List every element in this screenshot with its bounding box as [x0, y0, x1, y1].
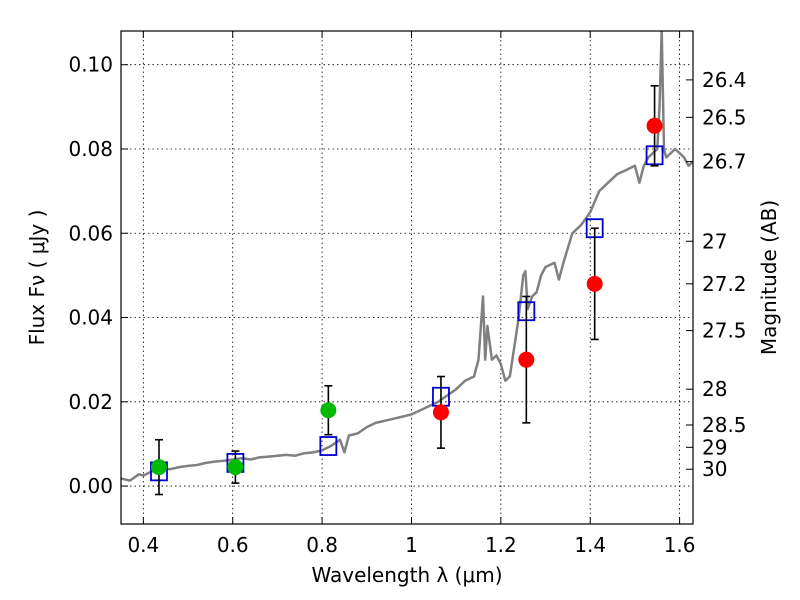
right-tick-label: 26.4 — [702, 68, 747, 92]
x-tick-label: 0.6 — [217, 533, 249, 557]
observed-point — [646, 117, 663, 134]
ticks — [121, 31, 693, 524]
y-tick-label: 0.04 — [68, 306, 113, 330]
y-tick-label: 0.00 — [68, 474, 113, 498]
observed-point — [150, 459, 167, 476]
right-tick-label: 26.5 — [702, 105, 747, 129]
y-tick-label: 0.02 — [68, 390, 113, 414]
right-tick-label: 27.2 — [702, 272, 747, 296]
observed-point — [432, 404, 449, 421]
right-tick-label: 29 — [702, 435, 727, 459]
x-tick-label: 0.4 — [127, 533, 159, 557]
x-tick-label: 1.6 — [664, 533, 696, 557]
y-tick-label: 0.08 — [68, 137, 113, 161]
spectrum-layer — [121, 31, 693, 482]
right-tick-label: 28 — [702, 377, 727, 401]
right-axis-label: Magnitude (AB) — [757, 200, 781, 355]
tick-labels: 0.4 0.6 0.8 1 1.2 1.4 1.6 0.00 0.02 0.04 0.06 0.08 0… — [68, 53, 746, 557]
plot-frame — [120, 30, 694, 525]
right-tick-label: 26.7 — [702, 150, 747, 174]
right-tick-label: 27 — [702, 229, 727, 253]
y-axis-label: Flux Fν ( μJy ) — [25, 210, 49, 346]
y-tick-label: 0.10 — [68, 53, 113, 77]
x-tick-label: 1 — [405, 533, 418, 557]
points-layer — [150, 84, 664, 496]
right-tick-label: 28.5 — [702, 413, 747, 437]
grid — [121, 31, 693, 524]
right-tick-label: 27.5 — [702, 319, 747, 343]
observed-point — [227, 459, 244, 476]
observed-point — [518, 351, 535, 368]
x-tick-label: 1.2 — [485, 533, 517, 557]
observed-point — [586, 275, 603, 292]
model-square-point — [319, 436, 338, 456]
y-tick-label: 0.06 — [68, 221, 113, 245]
x-tick-label: 0.8 — [306, 533, 338, 557]
x-tick-label: 1.4 — [574, 533, 606, 557]
spectrum-line — [121, 31, 693, 482]
x-axis-label: Wavelength λ (μm) — [311, 563, 502, 587]
observed-point — [320, 402, 337, 419]
right-tick-label: 30 — [702, 457, 727, 481]
